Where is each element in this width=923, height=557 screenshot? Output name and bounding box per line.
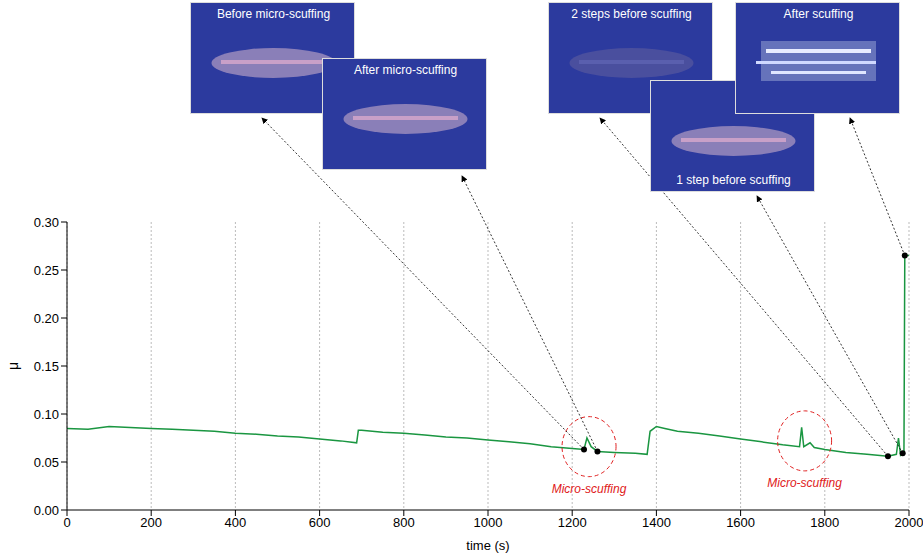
svg-text:400: 400 <box>225 515 247 530</box>
svg-text:2000: 2000 <box>895 515 923 530</box>
svg-text:0.05: 0.05 <box>34 455 59 470</box>
svg-text:1200: 1200 <box>558 515 587 530</box>
svg-text:800: 800 <box>393 515 415 530</box>
svg-text:1000: 1000 <box>474 515 503 530</box>
html-text:After micro-scuffing: After micro-scuffing <box>353 63 458 77</box>
svg-text:1600: 1600 <box>726 515 755 530</box>
svg-text:1800: 1800 <box>810 515 839 530</box>
svg-text:600: 600 <box>309 515 331 530</box>
svg-text:0.15: 0.15 <box>34 359 59 374</box>
html-text:After scuffing: After scuffing <box>783 7 854 21</box>
svg-text:0.20: 0.20 <box>34 311 59 326</box>
svg-text:μ: μ <box>5 362 21 370</box>
svg-text:time (s): time (s) <box>466 538 509 553</box>
html-text:1 step before scuffing: 1 step before scuffing <box>676 173 791 187</box>
svg-text:0.00: 0.00 <box>34 503 59 518</box>
html-text:Before micro-scuffing: Before micro-scuffing <box>216 7 331 21</box>
svg-text:Micro-scuffing: Micro-scuffing <box>767 476 842 490</box>
svg-text:Micro-scuffing: Micro-scuffing <box>552 482 627 496</box>
svg-text:0: 0 <box>63 515 70 530</box>
html-text:2 steps before scuffing: 2 steps before scuffing <box>571 7 692 21</box>
svg-text:0.25: 0.25 <box>34 263 59 278</box>
svg-text:200: 200 <box>140 515 162 530</box>
svg-text:0.10: 0.10 <box>34 407 59 422</box>
svg-text:1400: 1400 <box>642 515 671 530</box>
svg-text:0.30: 0.30 <box>34 215 59 230</box>
